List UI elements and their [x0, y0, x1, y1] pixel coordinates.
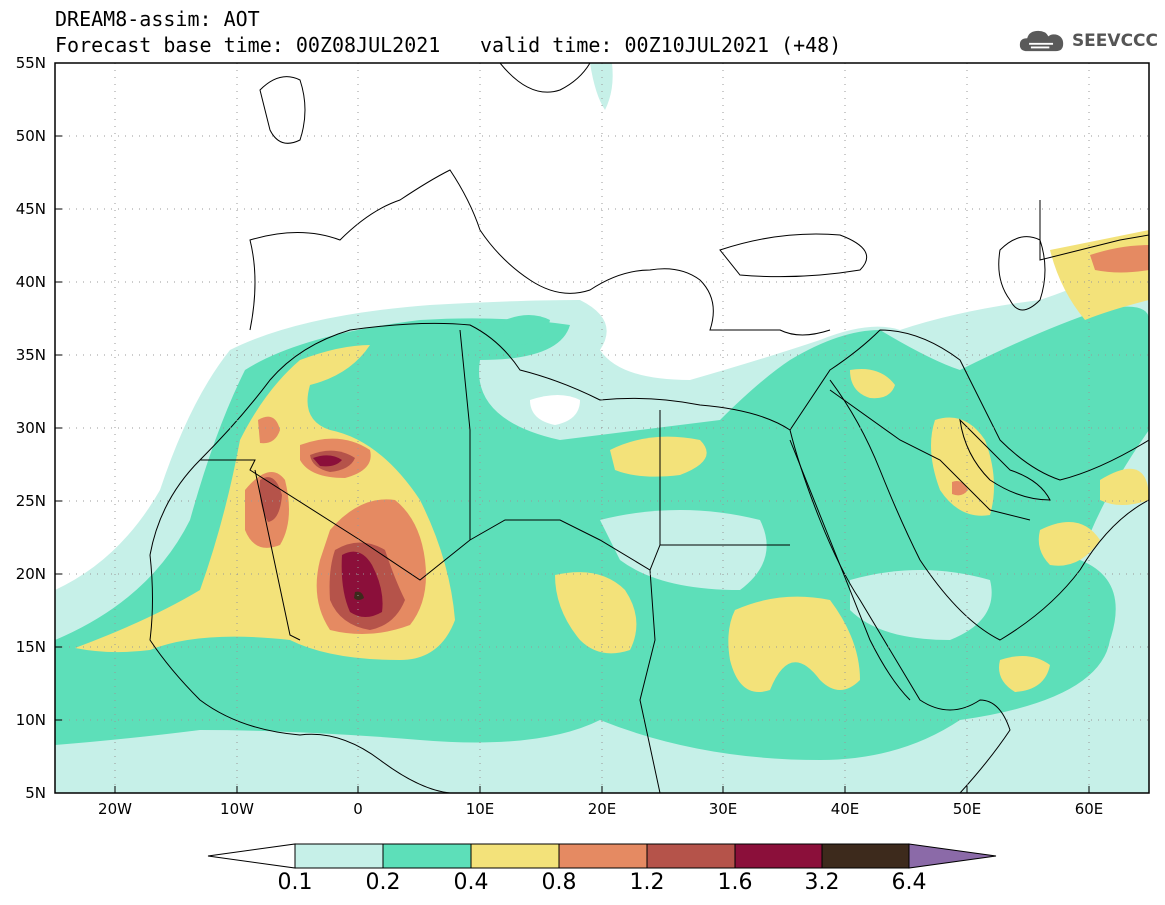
lat-label-50n: 50N: [15, 127, 46, 145]
seevccc-logo: SEEVCCC: [1018, 24, 1158, 58]
colorbar-label-1.6: 1.6: [717, 870, 753, 895]
europe-coastline: [249, 169, 831, 336]
lat-label-5n: 5N: [25, 784, 46, 802]
lat-label-55n: 55N: [15, 54, 46, 72]
coastlines: [149, 63, 1149, 793]
graticule: [55, 63, 1149, 793]
colorbar-label-1.2: 1.2: [629, 870, 665, 895]
colorbar-label-0.4: 0.4: [453, 870, 489, 895]
red-sea-coast: [789, 439, 911, 701]
lon-label-10w: 10W: [220, 800, 254, 818]
lon-label-20e: 20E: [587, 800, 617, 818]
caspian-coast: [998, 236, 1046, 311]
lat-label-35n: 35N: [15, 346, 46, 364]
cloud-icon: [1019, 30, 1064, 52]
lon-label-60e: 60E: [1074, 800, 1104, 818]
lon-label-10e: 10E: [465, 800, 495, 818]
logo-text: SEEVCCC: [1071, 31, 1158, 51]
lat-label-45n: 45N: [15, 200, 46, 218]
colorbar-label-0.8: 0.8: [541, 870, 577, 895]
aot-field: [55, 63, 1149, 793]
black-sea-coast: [719, 233, 868, 278]
lon-label-50e: 50E: [952, 800, 982, 818]
colorbar-bin-5: [646, 843, 736, 869]
lat-label-20n: 20N: [15, 565, 46, 583]
colorbar-label-3.2: 3.2: [804, 870, 840, 895]
lon-label-20w: 20W: [98, 800, 132, 818]
borders-sahara-2: [459, 329, 471, 540]
persian-gulf: [959, 418, 1051, 501]
colorbar-label-0.1: 0.1: [277, 870, 313, 895]
aot-band-1.2: [259, 477, 282, 522]
uk-coastline: [259, 76, 306, 144]
colorbar-bin-4: [558, 843, 648, 869]
colorbar-label-0.2: 0.2: [365, 870, 401, 895]
axis-ticks: [55, 135, 1090, 793]
colorbar: [207, 843, 997, 869]
africa-coastline: [149, 322, 1011, 793]
west-africa-coast: [149, 554, 451, 793]
colorbar-bin-2: [382, 843, 472, 869]
borders-arabia: [829, 389, 1031, 521]
lat-label-30n: 30N: [15, 419, 46, 437]
lat-label-25n: 25N: [15, 492, 46, 510]
map-title: DREAM8-assim: AOT: [55, 7, 260, 31]
borders-asia: [1039, 200, 1149, 261]
borders-east: [639, 569, 661, 793]
lat-label-15n: 15N: [15, 638, 46, 656]
lat-label-40n: 40N: [15, 273, 46, 291]
scandinavia-coast: [499, 63, 591, 93]
colorbar-bin-1: [294, 843, 384, 869]
colorbar-label-6.4: 6.4: [891, 870, 927, 895]
arabia-coast: [829, 379, 1149, 641]
colorbar-bin-3: [470, 843, 560, 869]
colorbar-bin-6: [734, 843, 823, 869]
borders-sahara-3: [254, 469, 301, 641]
colorbar-under-arrow: [207, 843, 296, 869]
colorbar-over-arrow: [908, 843, 997, 869]
lon-label-30e: 30E: [708, 800, 738, 818]
forecast-base-time: Forecast base time: 00Z08JUL2021: [55, 33, 441, 57]
middle-east-coast: [789, 329, 1149, 481]
lon-label-0: 0: [353, 800, 363, 818]
colorbar-bin-7: [821, 843, 910, 869]
valid-time: valid time: 00Z10JUL2021 (+48): [480, 33, 842, 57]
lat-label-10n: 10N: [15, 711, 46, 729]
aot-band-3.2: [354, 591, 364, 600]
aot-band-1.6: [341, 551, 383, 617]
borders-sahara: [200, 459, 790, 581]
lon-label-40e: 40E: [830, 800, 860, 818]
